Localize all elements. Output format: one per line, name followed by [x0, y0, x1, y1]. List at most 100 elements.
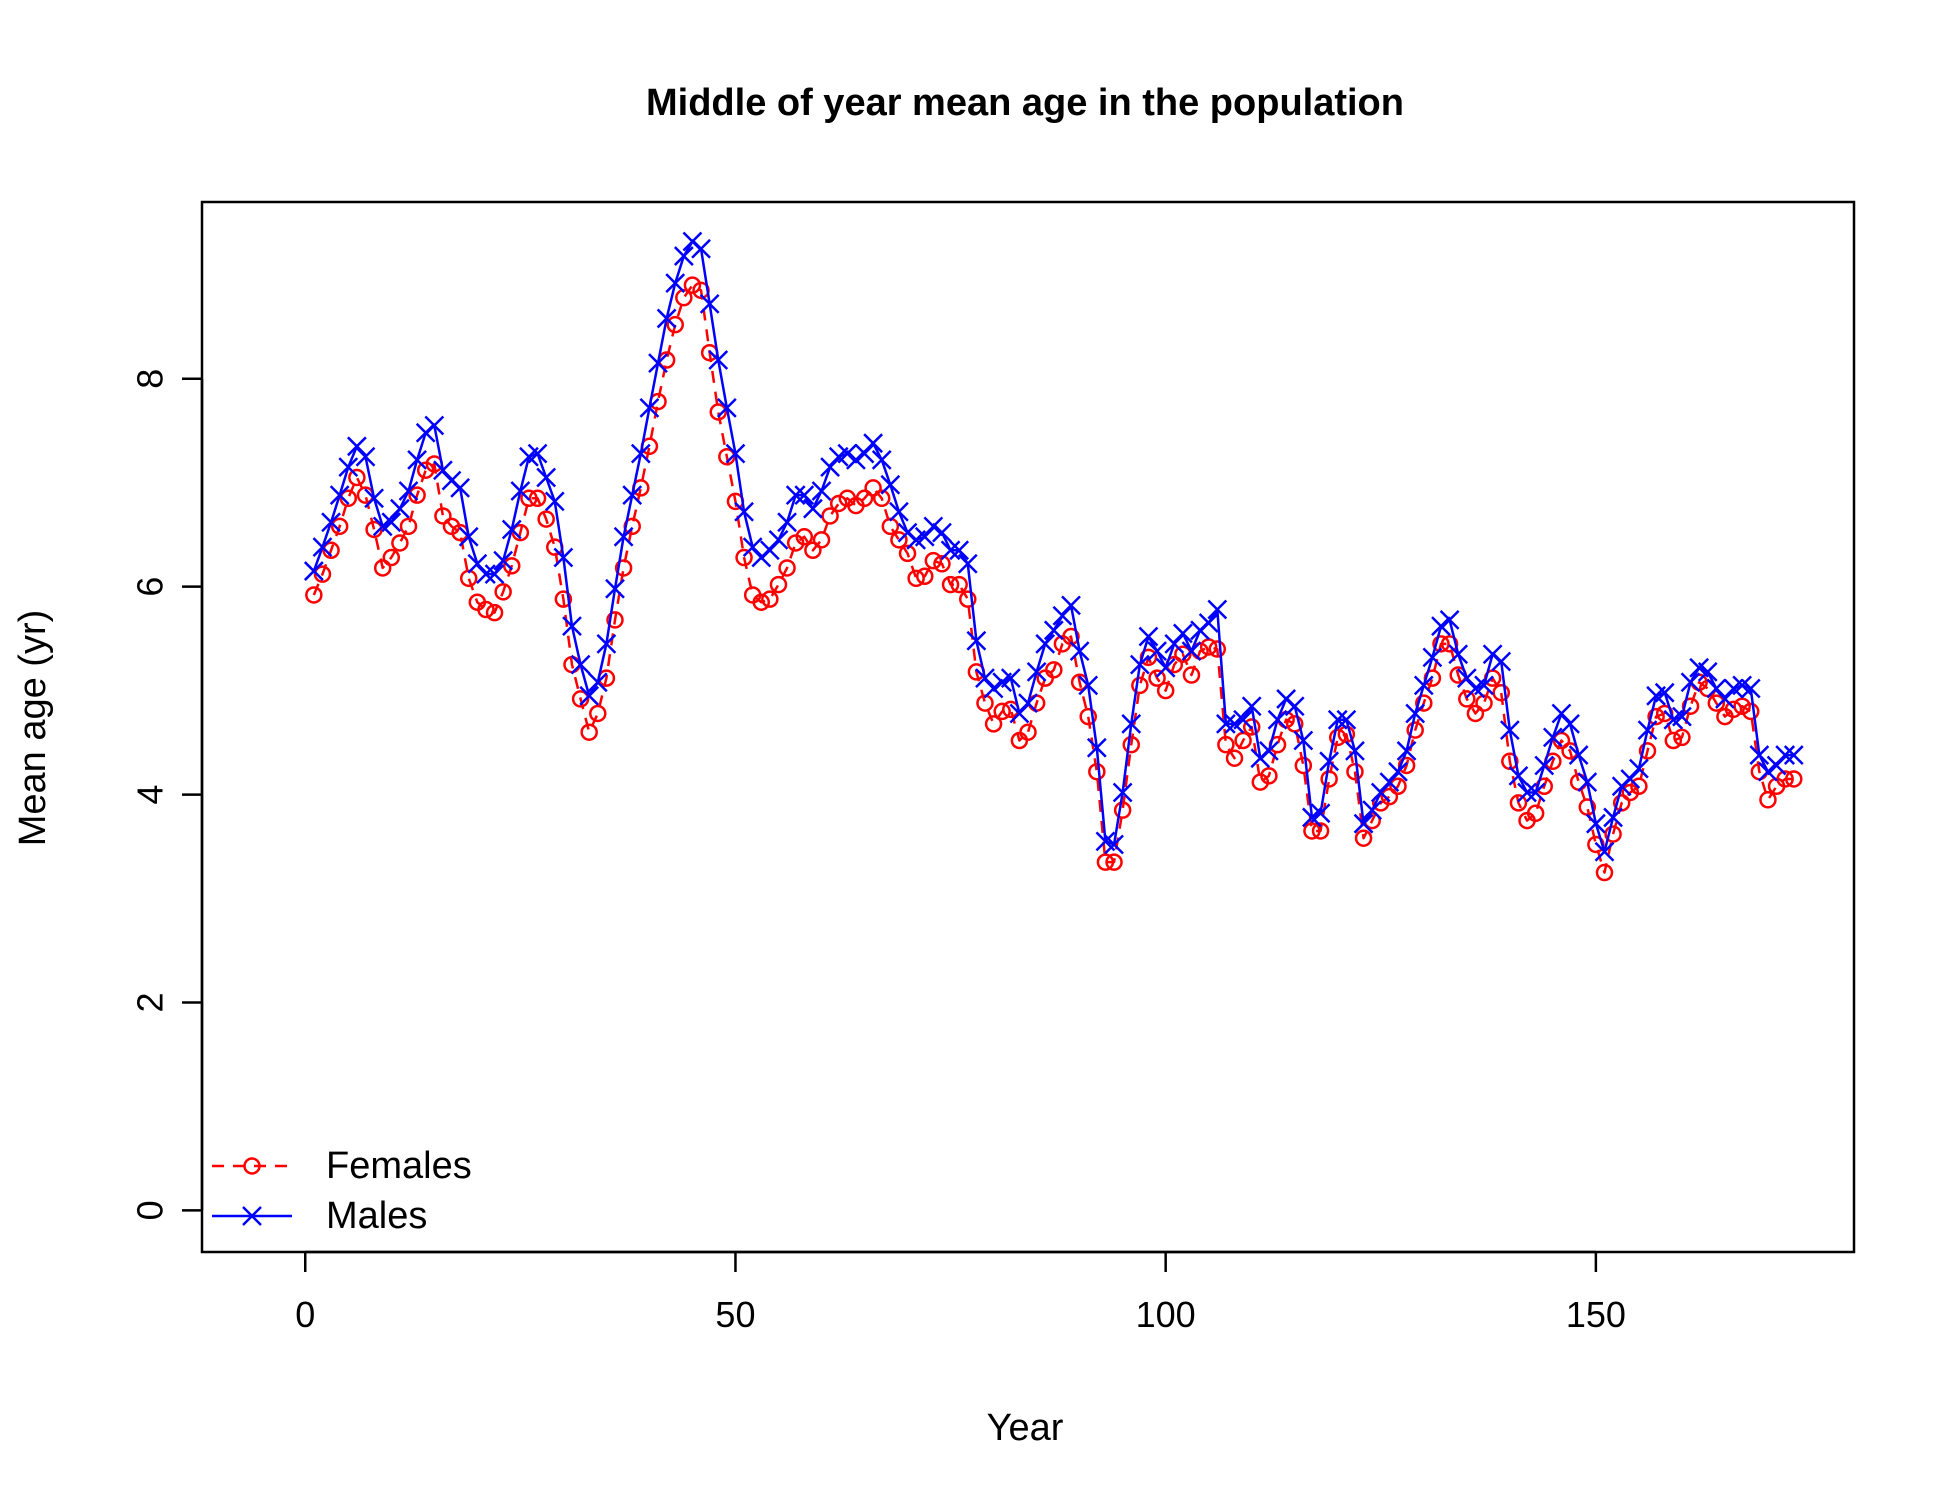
data-point-males	[1259, 741, 1279, 761]
data-point-males	[1551, 703, 1572, 724]
data-point-females	[1569, 773, 1588, 791]
data-point-males	[794, 485, 815, 506]
data-point-females	[829, 494, 848, 513]
data-point-males	[1284, 696, 1305, 717]
data-point-males	[1353, 813, 1374, 834]
data-point-females	[1733, 697, 1751, 715]
data-point-males	[1216, 713, 1236, 734]
series-layer	[303, 231, 1804, 882]
data-point-females	[1785, 770, 1803, 788]
data-point-males	[303, 561, 324, 581]
data-point-males	[407, 449, 427, 470]
data-point-females	[408, 486, 426, 504]
data-point-males	[1499, 720, 1520, 741]
data-point-males	[476, 564, 496, 585]
data-point-males	[1560, 713, 1580, 734]
data-point-females	[313, 565, 332, 583]
data-point-females	[1776, 770, 1794, 788]
data-point-males	[1327, 709, 1348, 730]
data-point-females	[666, 315, 684, 334]
data-point-males	[501, 519, 522, 540]
data-point-males	[914, 526, 935, 547]
data-point-males	[923, 516, 944, 537]
data-point-males	[716, 397, 737, 418]
data-point-males	[1043, 620, 1064, 641]
data-point-males	[665, 273, 686, 293]
data-point-females	[1604, 825, 1622, 843]
y-tick-label: 4	[130, 785, 171, 805]
data-point-females	[1096, 853, 1115, 871]
data-point-males	[1672, 706, 1692, 727]
data-point-males	[699, 293, 720, 314]
data-point-females	[1492, 683, 1510, 702]
data-point-females	[614, 559, 633, 577]
data-point-females	[735, 548, 753, 567]
data-point-males	[1078, 675, 1099, 696]
data-point-females	[1105, 853, 1123, 871]
data-point-males	[1534, 755, 1555, 776]
data-point-males	[613, 526, 634, 547]
data-point-females	[589, 704, 607, 723]
series-males	[303, 231, 1804, 862]
data-point-males	[1431, 616, 1451, 637]
data-point-males	[1000, 668, 1021, 689]
data-point-females	[1208, 640, 1227, 658]
data-point-males	[312, 537, 333, 558]
data-point-females	[898, 544, 917, 563]
data-point-females	[1389, 777, 1407, 796]
data-point-males	[458, 526, 479, 547]
data-point-males	[1035, 633, 1056, 654]
data-point-males	[1680, 672, 1701, 693]
data-point-males	[605, 578, 625, 599]
data-point-males	[863, 433, 884, 454]
data-point-males	[846, 449, 866, 470]
data-point-males	[467, 553, 488, 574]
data-point-males	[1749, 745, 1770, 765]
y-axis: 0 2 4 6 8	[130, 369, 204, 1220]
data-point-males	[1706, 678, 1727, 699]
data-point-males	[329, 485, 350, 506]
plot-frame	[200, 200, 1856, 1254]
data-point-males	[587, 672, 608, 693]
data-point-females	[1131, 676, 1149, 695]
data-point-males	[1405, 703, 1426, 724]
data-point-males	[1603, 807, 1623, 828]
data-point-females	[1458, 690, 1476, 708]
data-point-males	[510, 481, 531, 501]
data-point-females	[752, 593, 771, 611]
data-point-males	[811, 481, 832, 501]
data-point-males	[673, 246, 694, 266]
data-point-females	[1294, 756, 1313, 775]
data-point-females	[580, 723, 598, 741]
data-point-females	[373, 559, 392, 577]
data-point-males	[656, 308, 677, 329]
data-point-males	[536, 467, 557, 488]
data-point-males	[1517, 782, 1537, 803]
x-axis: 0 50 100 150	[295, 1250, 1626, 1335]
data-point-males	[1112, 782, 1133, 803]
data-point-males	[1370, 782, 1391, 803]
data-point-females	[485, 603, 504, 622]
data-point-males	[346, 436, 367, 457]
data-point-males	[1129, 654, 1150, 675]
data-point-females	[503, 557, 521, 575]
data-point-females	[941, 575, 960, 594]
data-point-males	[364, 488, 384, 509]
data-point-males	[1740, 678, 1761, 699]
data-point-males	[1121, 713, 1142, 734]
data-point-females	[339, 489, 358, 508]
legend-marker-females	[243, 1157, 261, 1175]
data-point-females	[812, 531, 831, 549]
data-point-females	[330, 517, 349, 536]
data-point-males	[1448, 644, 1469, 665]
data-point-males	[940, 540, 961, 561]
data-point-males	[433, 460, 453, 481]
data-point-females	[1045, 661, 1063, 679]
data-point-females	[1260, 767, 1278, 785]
data-point-males	[562, 616, 582, 637]
data-point-males	[1542, 727, 1563, 748]
data-point-males	[1172, 623, 1193, 644]
data-point-males	[544, 491, 565, 512]
data-point-males	[1086, 737, 1107, 758]
data-point-females	[1664, 731, 1683, 750]
